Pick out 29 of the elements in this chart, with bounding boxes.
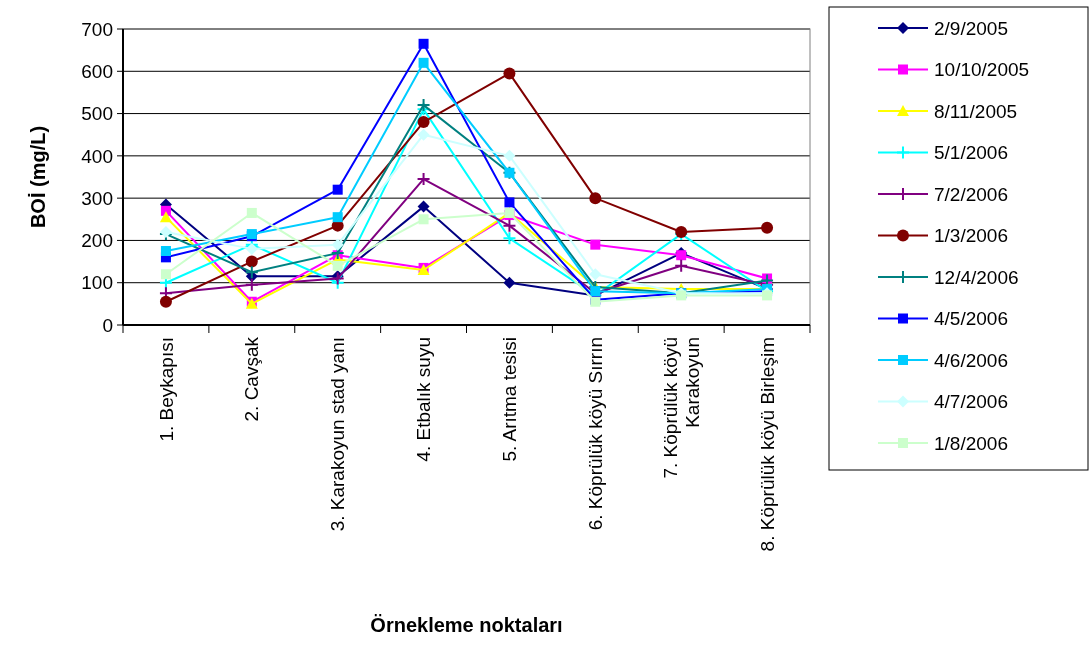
y-axis-title: BOİ (mg/L): [27, 125, 49, 229]
legend-label: 1/8/2006: [934, 432, 1008, 454]
legend-label: 10/10/2005: [934, 59, 1030, 81]
legend-label: 8/11/2005: [934, 100, 1018, 122]
legend-label: 4/5/2006: [934, 308, 1008, 330]
y-tick-label: 400: [81, 145, 113, 167]
x-tick-label: 2. Cavşak: [241, 336, 263, 422]
legend-label: 12/4/2006: [934, 266, 1019, 288]
x-tick-label: 6. Köprülük köyü Sırrın: [584, 337, 606, 531]
legend-label: 5/1/2006: [934, 142, 1008, 164]
y-tick-label: 500: [81, 103, 113, 125]
legend-label: 2/9/2005: [934, 17, 1008, 39]
legend-label: 7/2/2006: [934, 183, 1008, 205]
legend-label: 1/3/2006: [934, 225, 1008, 247]
y-tick-label: 200: [81, 230, 113, 252]
x-tick-label: 8. Köprülük köyü Birleşim: [756, 337, 778, 552]
x-tick-label: 3. Karakoyun stad yanı: [327, 337, 349, 532]
y-tick-label: 300: [81, 187, 113, 209]
y-tick-label: 600: [81, 60, 113, 82]
x-axis-title: Örnekleme noktaları: [370, 614, 563, 636]
x-tick-label: 1. Beykapısı: [155, 337, 177, 442]
legend-label: 4/6/2006: [934, 349, 1008, 371]
legend-label: 4/7/2006: [934, 391, 1008, 413]
y-tick-label: 700: [81, 18, 113, 40]
y-tick-label: 0: [102, 314, 113, 336]
x-tick-label: 7. Köprülük köyü Karakoyun: [659, 337, 703, 479]
x-tick-label: 5. Arıtma tesisi: [499, 337, 521, 462]
x-tick-label: 4. Etbalık suyu: [413, 337, 435, 462]
y-tick-label: 100: [81, 272, 113, 294]
